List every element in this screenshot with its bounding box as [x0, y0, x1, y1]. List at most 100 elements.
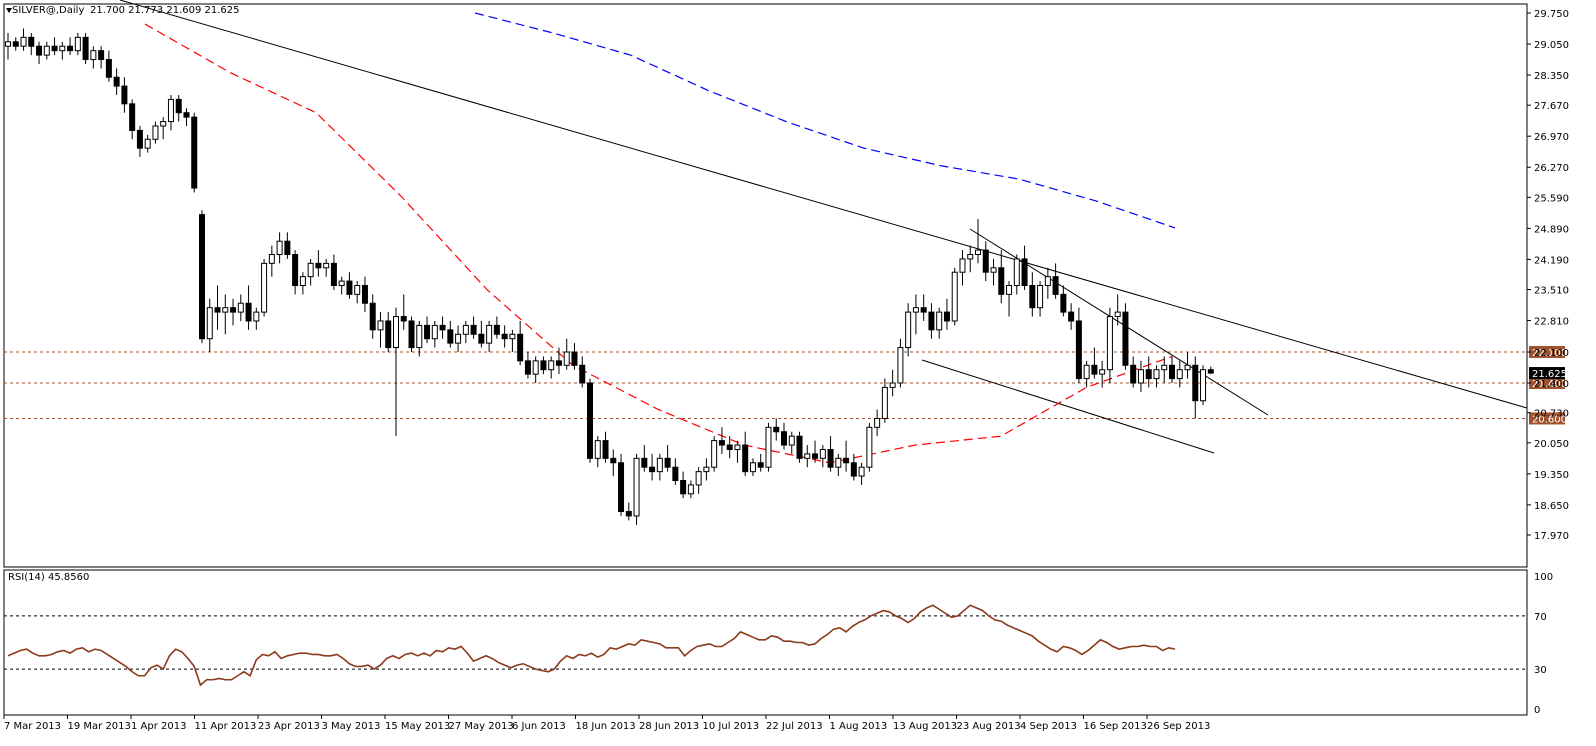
- candle-body: [920, 307, 927, 313]
- candle-body: [183, 112, 190, 118]
- candle-body: [1176, 369, 1183, 380]
- ohlc-readout: 21.700 21.773 21.609 21.625: [90, 5, 240, 16]
- candle-body: [377, 320, 384, 331]
- candle-body: [571, 351, 578, 366]
- candle-body: [742, 444, 749, 473]
- candle-body: [493, 324, 500, 335]
- candle-body: [1169, 364, 1175, 380]
- candle-body: [959, 258, 966, 273]
- symbol-label: SILVER@,Daily: [12, 5, 84, 16]
- candle-body: [975, 249, 981, 256]
- candle-body: [835, 457, 842, 468]
- candle-body: [424, 324, 431, 340]
- candle-body: [439, 324, 446, 331]
- candle-body: [982, 249, 989, 273]
- price-tick-label: 22.810: [1534, 317, 1569, 328]
- candle-body: [330, 262, 337, 287]
- candle-body: [237, 302, 244, 313]
- trendline-channel-lower: [921, 359, 1215, 454]
- collapse-triangle-icon[interactable]: [6, 8, 12, 13]
- candle-body: [1037, 285, 1044, 309]
- price-axis: 29.750 29.050 28.350 27.670 26.970 26.270 25.5…: [1527, 9, 1569, 542]
- candle-body: [967, 254, 974, 260]
- candle-body: [1122, 311, 1129, 366]
- date-tick-label: 10 Jul 2013: [703, 721, 760, 732]
- price-panel-frame: [3, 3, 1528, 568]
- moving-average-long: [474, 12, 1176, 229]
- candle-body: [656, 457, 663, 473]
- candle-body: [781, 431, 787, 446]
- candle-body: [346, 280, 353, 295]
- candle-body: [486, 324, 493, 344]
- date-tick-label: 22 Jul 2013: [766, 721, 823, 732]
- candle-body: [230, 307, 237, 313]
- candle-body: [1106, 316, 1113, 371]
- candle-body: [447, 329, 454, 344]
- candle-body: [98, 50, 105, 61]
- rsi-line: [7, 604, 1176, 687]
- price-tick-label: 17.970: [1534, 531, 1569, 542]
- price-tick-label: 26.970: [1534, 132, 1569, 143]
- candle-body: [36, 45, 43, 56]
- candle-body: [307, 262, 314, 278]
- candle-body: [1091, 364, 1098, 375]
- candle-body: [532, 360, 539, 375]
- candle-body: [206, 307, 213, 340]
- date-tick-label: 6 Jun 2013: [512, 721, 566, 732]
- candle-body: [20, 36, 27, 47]
- candle-body: [990, 267, 997, 273]
- candle-body: [129, 103, 136, 131]
- candle-body: [59, 45, 66, 52]
- candle-body: [90, 50, 97, 61]
- date-tick-label: 19 Mar 2013: [68, 721, 131, 732]
- candle-body: [323, 262, 330, 269]
- candle-body: [664, 457, 671, 468]
- candle-body: [160, 121, 167, 127]
- candle-body: [548, 360, 555, 371]
- candle-body: [385, 320, 392, 349]
- candle-body: [711, 440, 718, 468]
- date-tick-label: 3 May 2013: [322, 721, 381, 732]
- candle-body: [268, 254, 275, 264]
- price-tick-label: 20.050: [1534, 439, 1569, 450]
- date-tick-label: 23 Apr 2013: [258, 721, 320, 732]
- candle-body: [874, 417, 881, 428]
- horizontal-level-lines: 22.100 21.400 20.600 21.625: [4, 345, 1567, 425]
- candle-body: [416, 324, 423, 349]
- moving-average-short: [144, 23, 1173, 464]
- candle-body: [843, 457, 850, 464]
- candle-body: [1099, 369, 1106, 375]
- candle-body: [214, 307, 221, 313]
- candle-body: [1137, 369, 1144, 384]
- candle-body: [5, 41, 11, 47]
- candle-body: [641, 457, 648, 468]
- candle-body: [858, 466, 865, 477]
- candle-body: [1161, 364, 1168, 371]
- date-tick-label: 1 Apr 2013: [131, 721, 186, 732]
- level-label-box: [1529, 377, 1565, 390]
- candle-body: [470, 324, 477, 335]
- candle-body: [804, 453, 811, 459]
- candle-body: [400, 316, 407, 322]
- candle-body: [1114, 311, 1121, 318]
- candle-body: [649, 466, 656, 473]
- candle-body: [369, 302, 376, 331]
- candle-body: [431, 324, 438, 340]
- candle-body: [1184, 364, 1191, 371]
- price-tick-label: 27.670: [1534, 101, 1569, 112]
- price-tick-label: 19.350: [1534, 470, 1569, 481]
- candle-body: [633, 457, 640, 517]
- candle-body: [136, 129, 143, 149]
- rsi-plot: 100 70 30 0: [4, 572, 1553, 716]
- candle-body: [292, 254, 299, 287]
- price-tick-label: 23.510: [1534, 286, 1569, 297]
- candle-body: [1021, 258, 1028, 287]
- candle-body: [51, 45, 58, 52]
- candle-body: [594, 440, 601, 459]
- candle-body: [773, 426, 780, 433]
- current-price-box: [1529, 367, 1565, 380]
- candle-body: [1083, 364, 1090, 380]
- price-tick-label: 22.100: [1534, 348, 1569, 359]
- candle-body: [199, 214, 205, 340]
- candle-body: [540, 360, 547, 371]
